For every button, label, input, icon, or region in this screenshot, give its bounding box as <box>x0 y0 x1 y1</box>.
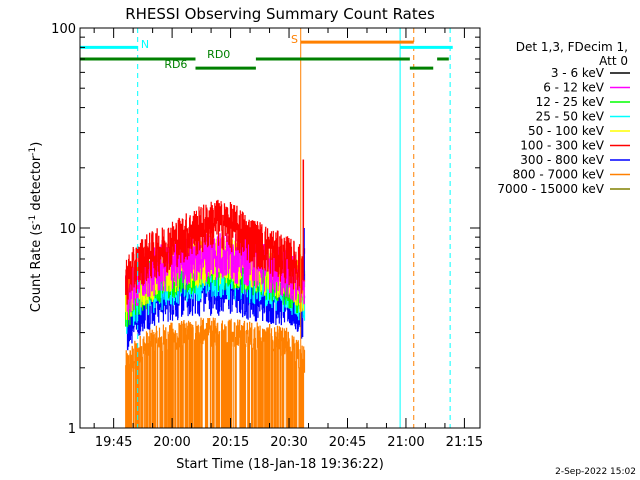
y-axis-label-sup-2: -1 <box>28 147 38 156</box>
x-tick-label-2045: 20:45 <box>329 435 366 450</box>
series-line-1 <box>125 317 306 429</box>
legend-header-line1: Det 1,3, FDecim 1, <box>516 40 628 54</box>
x-tick-label-2030: 20:30 <box>270 435 307 450</box>
flag-label-s: S <box>291 33 298 46</box>
y-axis-label-main: Count Rate (s <box>29 224 44 313</box>
x-tick-label-2000: 20:00 <box>153 435 190 450</box>
flag-label-n: N <box>141 38 149 51</box>
plot-frame <box>79 27 481 429</box>
legend-label-1: 3 - 6 keV <box>551 66 605 80</box>
flag-label-rd6: RD6 <box>164 58 187 71</box>
legend-label-3: 12 - 25 keV <box>536 95 605 109</box>
legend-header-line2: Att 0 <box>599 54 628 68</box>
axis-layer: 1 10 100 19:45 20:00 20:15 20:30 20:45 21:00 21:1… <box>51 22 483 450</box>
footer-timestamp: 2-Sep-2022 15:02 <box>555 467 636 477</box>
legend-label-4: 25 - 50 keV <box>536 110 605 124</box>
x-tick-label-1945: 19:45 <box>95 435 132 450</box>
y-axis-label-end: ) <box>29 142 44 147</box>
legend-label-9: 7000 - 15000 keV <box>497 182 604 196</box>
legend-label-8: 800 - 7000 keV <box>513 168 605 182</box>
x-tick-label-2015: 20:15 <box>212 435 249 450</box>
y-axis-label-sup: -1 <box>28 215 38 224</box>
legend-label-5: 50 - 100 keV <box>528 124 605 138</box>
y-axis-label: Count Rate (s-1 detector-1) <box>28 142 44 313</box>
y-axis-label-rest: detector <box>29 155 44 215</box>
chart-title: RHESSI Observing Summary Count Rates <box>125 5 435 23</box>
legend-label-2: 6 - 12 keV <box>543 81 605 95</box>
y-tick-label-1: 1 <box>68 422 76 437</box>
y-tick-label-10: 10 <box>59 222 76 237</box>
y-tick-label-100: 100 <box>51 22 76 37</box>
x-tick-label-2115: 21:15 <box>446 435 483 450</box>
series-line-7 <box>125 199 306 305</box>
legend-label-6: 100 - 300 keV <box>520 139 604 153</box>
data-layer <box>125 159 306 429</box>
x-axis-label: Start Time (18-Jan-18 19:36:22) <box>176 457 384 472</box>
flag-label-rd0: RD0 <box>207 48 230 61</box>
flag-layer: N S RD0 RD6 <box>79 28 453 428</box>
legend-label-7: 300 - 800 keV <box>520 153 604 167</box>
x-tick-label-2100: 21:00 <box>387 435 424 450</box>
